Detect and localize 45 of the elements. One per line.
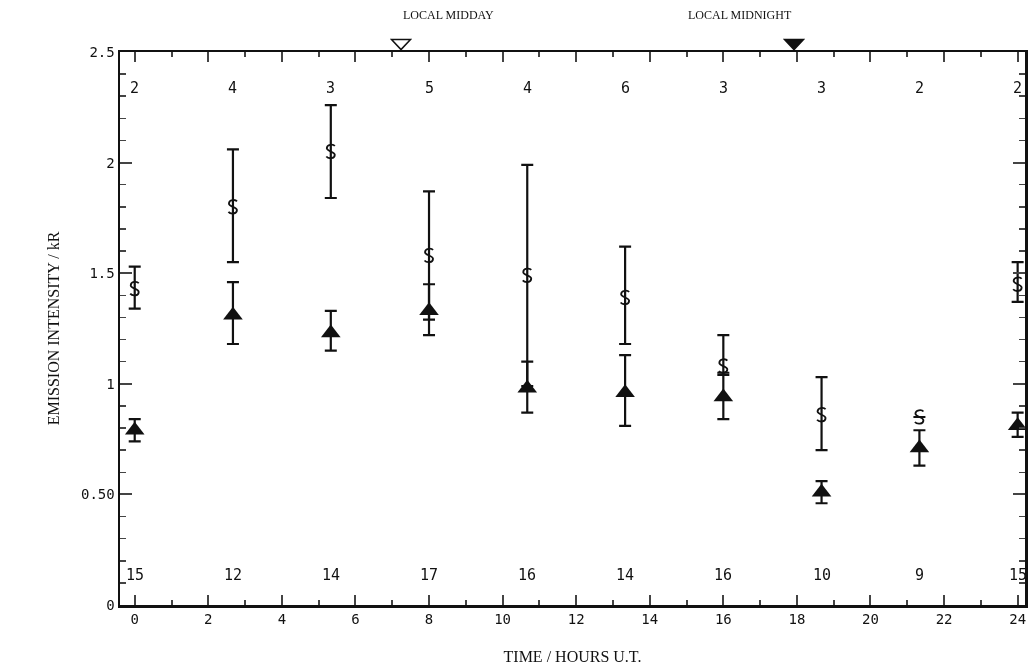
- y-tick-label: 1: [106, 375, 115, 392]
- y-tick-label: 0.50: [80, 486, 115, 503]
- x-axis-title: TIME / HOURS U.T.: [503, 648, 642, 665]
- point: [223, 306, 243, 320]
- y-tick-label: 2: [106, 154, 115, 171]
- x-tick-label: 0: [130, 611, 139, 628]
- x-tick-label: 4: [277, 611, 287, 628]
- point: [619, 289, 631, 306]
- annotation: 17: [420, 566, 439, 584]
- x-tick-label: 6: [351, 611, 360, 628]
- annotation: 15: [126, 566, 145, 584]
- annotation: 3: [326, 79, 336, 97]
- x-tick-label: 12: [567, 611, 585, 628]
- annotation: 16: [714, 566, 733, 584]
- text: LOCAL MIDNIGHT: [688, 8, 792, 22]
- annotation: 3: [817, 79, 827, 97]
- annotation: 12: [224, 566, 243, 584]
- annotation: 14: [322, 566, 341, 584]
- annotation: 14: [616, 566, 635, 584]
- annotation: 4: [228, 79, 238, 97]
- x-tick-label: 14: [641, 611, 659, 628]
- annotation: 4: [523, 79, 533, 97]
- annotation: 10: [813, 566, 832, 584]
- x-tick-label: 8: [424, 611, 434, 628]
- y-tick-label: 0: [106, 596, 115, 613]
- x-tick-label: 10: [494, 611, 512, 628]
- x-tick-label: 18: [788, 611, 806, 628]
- annotation: 6: [621, 79, 631, 97]
- annotation: 3: [719, 79, 729, 97]
- annotation: 2: [915, 79, 925, 97]
- y-tick-label: 2.5: [89, 43, 115, 60]
- x-tick-label: 2: [204, 611, 213, 628]
- annotation: 16: [518, 566, 537, 584]
- annotation: 2: [1013, 79, 1023, 97]
- y-axis-title: EMISSION INTENSITY / kR: [44, 231, 62, 426]
- x-tick-label: 20: [862, 611, 879, 628]
- point: [521, 267, 533, 283]
- annotation: 9: [915, 566, 925, 584]
- x-tick-label: 22: [935, 611, 953, 628]
- text: LOCAL MIDDAY: [403, 8, 495, 22]
- x-tick-label: 16: [714, 611, 732, 628]
- x-tick-label: 24: [1009, 611, 1027, 628]
- annotation: 5: [425, 79, 435, 97]
- annotation: 2: [130, 79, 140, 97]
- y-tick-label: 1.5: [89, 265, 115, 282]
